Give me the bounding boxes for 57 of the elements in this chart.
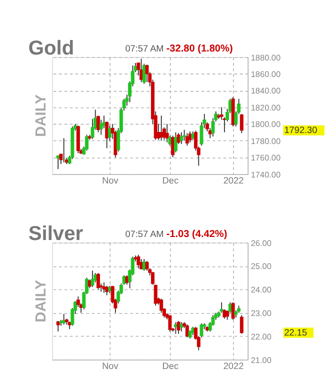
x-tick-label: Nov	[102, 176, 119, 186]
y-tick-label: 1820.00	[250, 103, 281, 112]
y-tick-label: 23.00	[250, 308, 272, 318]
candlestick	[145, 64, 149, 83]
x-tick-label: Dec	[162, 361, 179, 372]
candlestick	[240, 113, 244, 134]
candlestick	[102, 282, 106, 294]
candlestick	[174, 322, 178, 334]
text: 1792.30	[284, 125, 318, 136]
candlestick	[99, 119, 103, 136]
candlestick	[171, 135, 175, 158]
candlestick	[85, 134, 89, 152]
candlestick	[90, 270, 94, 288]
x-tick-label: 2022	[223, 361, 244, 372]
candlestick	[231, 302, 235, 320]
candlestick	[220, 106, 224, 120]
x-tick-label: Nov	[102, 361, 119, 372]
chart-title: Silver	[28, 222, 84, 245]
text: -1.03 (4.42%)	[166, 229, 228, 240]
y-tick-label: 25.00	[250, 262, 272, 272]
x-tick-label: Dec	[162, 176, 179, 186]
y-axis-title: DAILY	[34, 280, 50, 322]
candlestick	[136, 254, 140, 269]
y-tick-label: 1760.00	[250, 154, 281, 163]
y-tick-label: 1860.00	[250, 70, 281, 79]
candlestick	[240, 314, 244, 334]
candlestick	[62, 314, 66, 325]
y-tick-label: 1780.00	[250, 136, 281, 146]
y-tick-label: 1800.00	[250, 120, 281, 130]
y-tick-label: 22.00	[250, 332, 272, 342]
y-tick-label: 1740.00	[250, 170, 281, 180]
text: -32.80 (1.80%)	[166, 44, 233, 55]
candlestick	[160, 298, 164, 314]
candlestick	[180, 322, 184, 332]
chart-title: Gold	[28, 37, 74, 60]
y-axis-title: DAILY	[34, 94, 50, 137]
text: 07:57 AM	[125, 229, 164, 240]
candlestick	[185, 132, 189, 146]
candlestick	[165, 123, 169, 143]
text: 07:57 AM	[125, 44, 164, 54]
candlestick	[168, 314, 172, 332]
text: 22.15	[284, 327, 308, 338]
y-tick-label: 24.00	[250, 286, 272, 295]
candlestick	[96, 272, 100, 290]
x-tick-label: 2022	[223, 176, 244, 186]
y-tick-label: 1880.00	[250, 53, 281, 62]
y-tick-label: 26.00	[250, 238, 272, 248]
candlestick	[180, 132, 184, 144]
candlestick	[108, 125, 112, 142]
candlestick	[182, 129, 186, 142]
candlestick	[56, 320, 60, 332]
y-tick-label: 21.00	[250, 356, 272, 365]
candlestick	[188, 130, 192, 143]
candlestick	[145, 260, 149, 272]
candlestick	[105, 285, 109, 296]
candlestick	[200, 322, 204, 338]
y-tick-label: 1840.00	[250, 86, 281, 96]
